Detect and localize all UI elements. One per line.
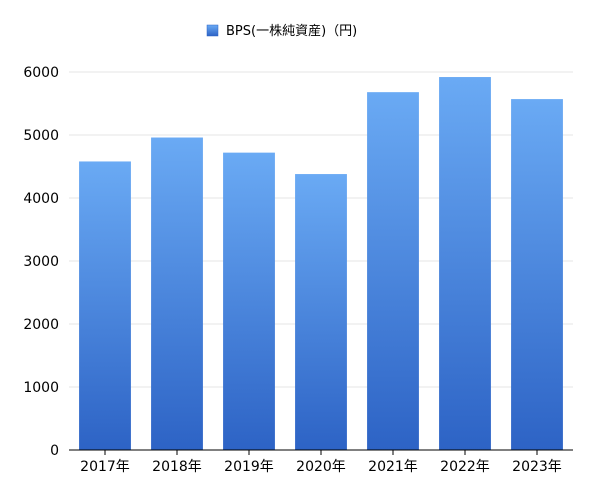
y-tick-label: 0: [50, 443, 59, 459]
x-tick-label: 2018年: [152, 459, 202, 475]
bar: [295, 174, 347, 450]
x-tick-label: 2017年: [80, 459, 130, 475]
bar: [511, 99, 563, 450]
y-tick-label: 2000: [23, 317, 59, 333]
legend-swatch: [206, 24, 219, 37]
y-tick-label: 5000: [23, 128, 59, 144]
x-tick-label: 2019年: [224, 459, 274, 475]
y-tick-label: 1000: [23, 380, 59, 396]
x-tick-label: 2020年: [296, 459, 346, 475]
x-axis-ticks: 2017年 2018年 2019年 2020年 2021年 2022年 2023年: [80, 450, 562, 475]
legend-label: BPS(一株純資産)（円): [226, 23, 357, 39]
y-tick-label: 3000: [23, 254, 59, 270]
legend: BPS(一株純資産)（円): [206, 23, 357, 39]
x-tick-label: 2021年: [368, 459, 418, 475]
bars: [79, 77, 563, 450]
bar: [439, 77, 491, 450]
y-tick-label: 4000: [23, 191, 59, 207]
bar: [79, 161, 131, 450]
bar: [151, 137, 203, 450]
y-tick-label: 6000: [23, 65, 59, 81]
bar: [223, 152, 275, 450]
bar: [367, 92, 419, 450]
y-axis-ticks: 0 1000 2000 3000 4000 5000 6000: [23, 65, 59, 459]
x-tick-label: 2022年: [440, 459, 490, 475]
x-tick-label: 2023年: [512, 459, 562, 475]
